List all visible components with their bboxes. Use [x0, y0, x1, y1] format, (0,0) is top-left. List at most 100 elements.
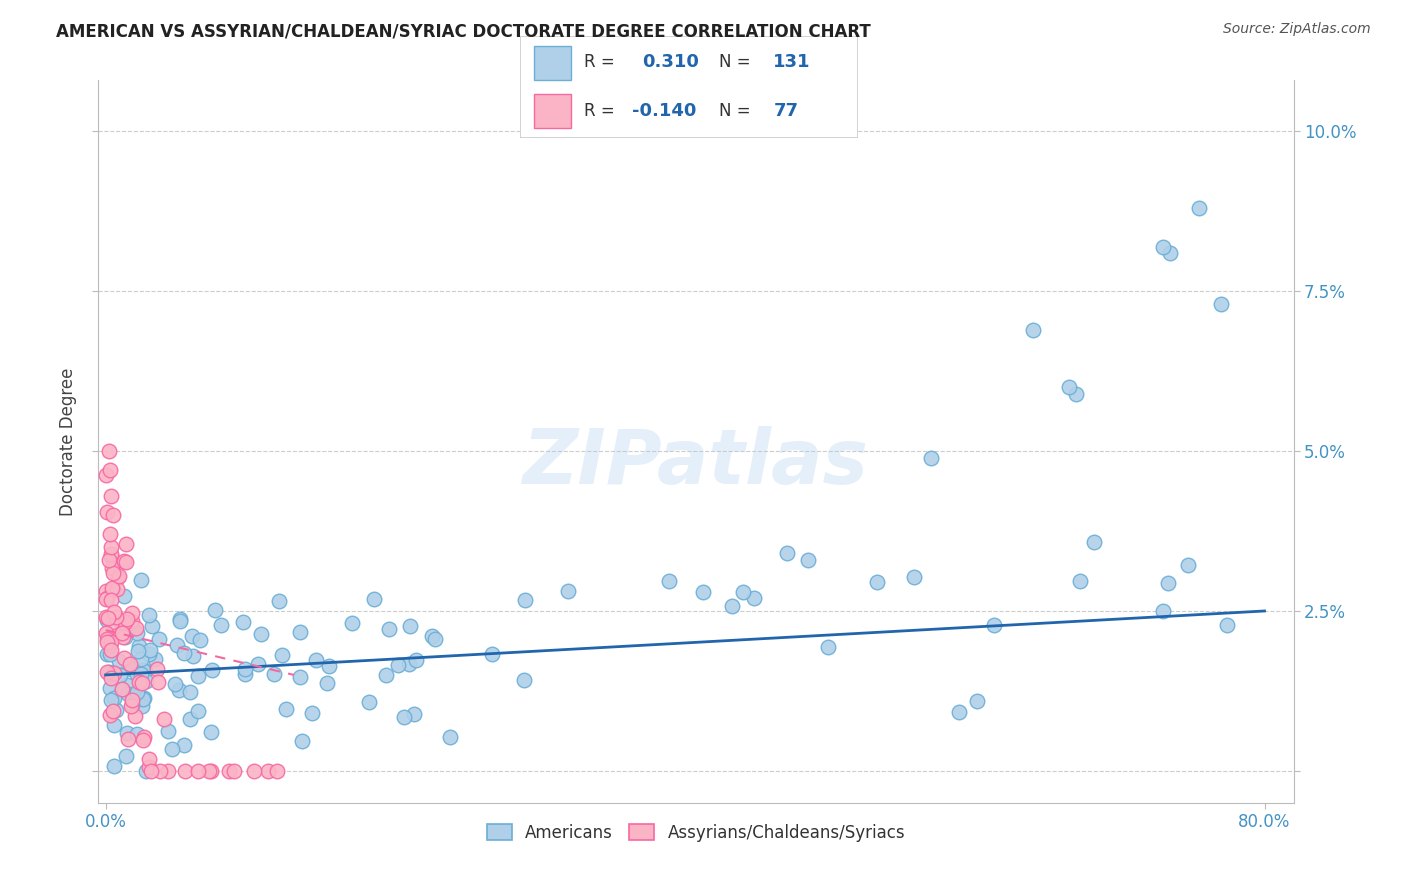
- Point: [96, 647, 118, 661]
- Point: [128, 639, 150, 653]
- Point: [100, 547, 122, 561]
- Text: ZIPatlas: ZIPatlas: [523, 426, 869, 500]
- Point: [169, 682, 191, 697]
- Point: [183, 648, 205, 663]
- Point: [105, 582, 128, 597]
- Point: [134, 730, 156, 744]
- Point: [96, 626, 118, 640]
- Point: [115, 678, 138, 692]
- Point: [96, 584, 118, 599]
- Point: [315, 676, 337, 690]
- Point: [233, 666, 256, 681]
- Point: [101, 566, 124, 580]
- Point: [731, 584, 754, 599]
- Point: [163, 677, 186, 691]
- Point: [100, 707, 122, 722]
- Point: [305, 652, 328, 666]
- Point: [243, 764, 266, 778]
- Point: [120, 699, 142, 714]
- Point: [114, 615, 136, 630]
- Point: [179, 711, 201, 725]
- Text: -0.140: -0.140: [631, 102, 696, 120]
- Point: [658, 574, 681, 588]
- Point: [169, 615, 191, 629]
- Text: 131: 131: [773, 54, 811, 71]
- Point: [110, 683, 132, 698]
- Point: [399, 619, 422, 633]
- Point: [797, 553, 820, 567]
- Point: [131, 663, 153, 677]
- Point: [160, 742, 183, 756]
- Point: [121, 689, 143, 703]
- Point: [169, 612, 191, 626]
- Point: [269, 594, 291, 608]
- FancyBboxPatch shape: [520, 36, 858, 138]
- Point: [866, 575, 889, 590]
- Text: 77: 77: [773, 102, 799, 120]
- Point: [1064, 386, 1087, 401]
- Point: [125, 685, 148, 699]
- Point: [96, 635, 118, 649]
- Point: [903, 570, 925, 584]
- Point: [122, 623, 145, 637]
- Point: [121, 615, 143, 629]
- Point: [340, 615, 363, 630]
- Point: [101, 615, 124, 630]
- Point: [98, 463, 121, 477]
- Point: [114, 537, 136, 551]
- Point: [94, 467, 117, 482]
- Point: [100, 549, 122, 563]
- Point: [98, 633, 121, 648]
- Point: [198, 764, 221, 778]
- Text: 0.310: 0.310: [641, 54, 699, 71]
- Point: [103, 605, 125, 619]
- Point: [318, 658, 340, 673]
- Point: [222, 764, 245, 778]
- Point: [103, 582, 125, 597]
- Point: [233, 663, 256, 677]
- Point: [98, 638, 121, 652]
- Point: [115, 749, 138, 764]
- Bar: [534, 95, 571, 128]
- Point: [112, 589, 135, 603]
- Point: [129, 651, 152, 665]
- Point: [187, 669, 209, 683]
- Point: [101, 508, 124, 522]
- Point: [166, 638, 188, 652]
- Point: [1022, 323, 1045, 337]
- Point: [96, 665, 118, 680]
- Point: [1157, 576, 1180, 591]
- Point: [138, 647, 160, 661]
- Point: [121, 606, 143, 620]
- Point: [249, 627, 271, 641]
- Point: [103, 690, 125, 705]
- Point: [135, 764, 157, 778]
- Point: [920, 450, 942, 465]
- Point: [378, 622, 401, 636]
- Point: [98, 681, 121, 695]
- Point: [204, 603, 226, 617]
- Point: [374, 667, 396, 681]
- Point: [129, 666, 152, 681]
- Point: [266, 764, 288, 778]
- Bar: [534, 45, 571, 79]
- Point: [101, 704, 124, 718]
- Point: [425, 632, 447, 646]
- Point: [948, 705, 970, 719]
- Point: [256, 764, 278, 778]
- Point: [108, 569, 131, 583]
- Point: [101, 581, 124, 595]
- Point: [100, 672, 122, 686]
- Point: [100, 593, 122, 607]
- Point: [179, 685, 201, 699]
- Point: [301, 706, 323, 721]
- Point: [1216, 618, 1239, 632]
- Point: [439, 730, 461, 744]
- Point: [721, 599, 744, 613]
- Point: [1209, 297, 1232, 311]
- Point: [173, 738, 195, 752]
- Point: [94, 592, 117, 607]
- Point: [1083, 535, 1105, 549]
- Point: [247, 657, 270, 671]
- Point: [129, 573, 152, 587]
